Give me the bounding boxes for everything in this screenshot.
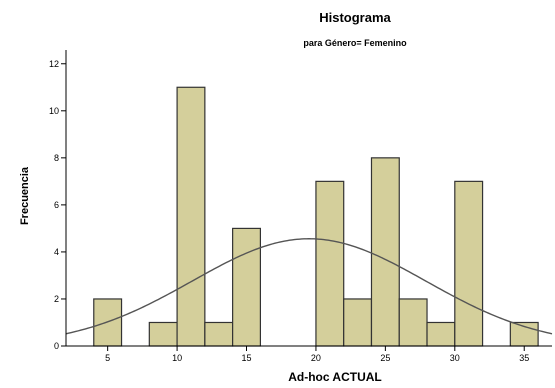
x-axis-label: Ad-hoc ACTUAL	[288, 370, 382, 384]
x-tick-label: 35	[519, 353, 529, 363]
x-tick-label: 20	[311, 353, 321, 363]
y-tick-label: 10	[49, 106, 59, 116]
histogram-bar	[454, 180, 484, 347]
histogram-bar	[315, 180, 345, 347]
y-tick-label: 2	[54, 294, 59, 304]
chart-title: Histograma	[319, 10, 391, 25]
y-axis-label: Frecuencia	[19, 166, 31, 226]
histogram-bar	[232, 227, 261, 347]
x-tick-label: 5	[105, 353, 110, 363]
histogram-bar	[370, 157, 400, 347]
histogram-bar	[398, 298, 428, 347]
histogram-bar	[343, 298, 373, 347]
x-tick-label: 25	[380, 353, 390, 363]
y-tick-label: 12	[49, 59, 59, 69]
x-tick-label: 30	[450, 353, 460, 363]
y-tick-label: 8	[54, 153, 59, 163]
y-tick-label: 6	[54, 200, 59, 210]
x-tick-label: 10	[172, 353, 182, 363]
y-tick-label: 0	[54, 341, 59, 351]
histogram-bar	[426, 321, 456, 347]
y-tick-label: 4	[54, 247, 59, 257]
histogram-bar	[204, 321, 234, 347]
normal-curve-line	[65, 238, 553, 335]
histogram-bar	[148, 321, 178, 347]
x-tick-label: 15	[242, 353, 252, 363]
histogram-bar	[176, 86, 206, 347]
chart-subtitle: para Género= Femenino	[303, 38, 407, 48]
